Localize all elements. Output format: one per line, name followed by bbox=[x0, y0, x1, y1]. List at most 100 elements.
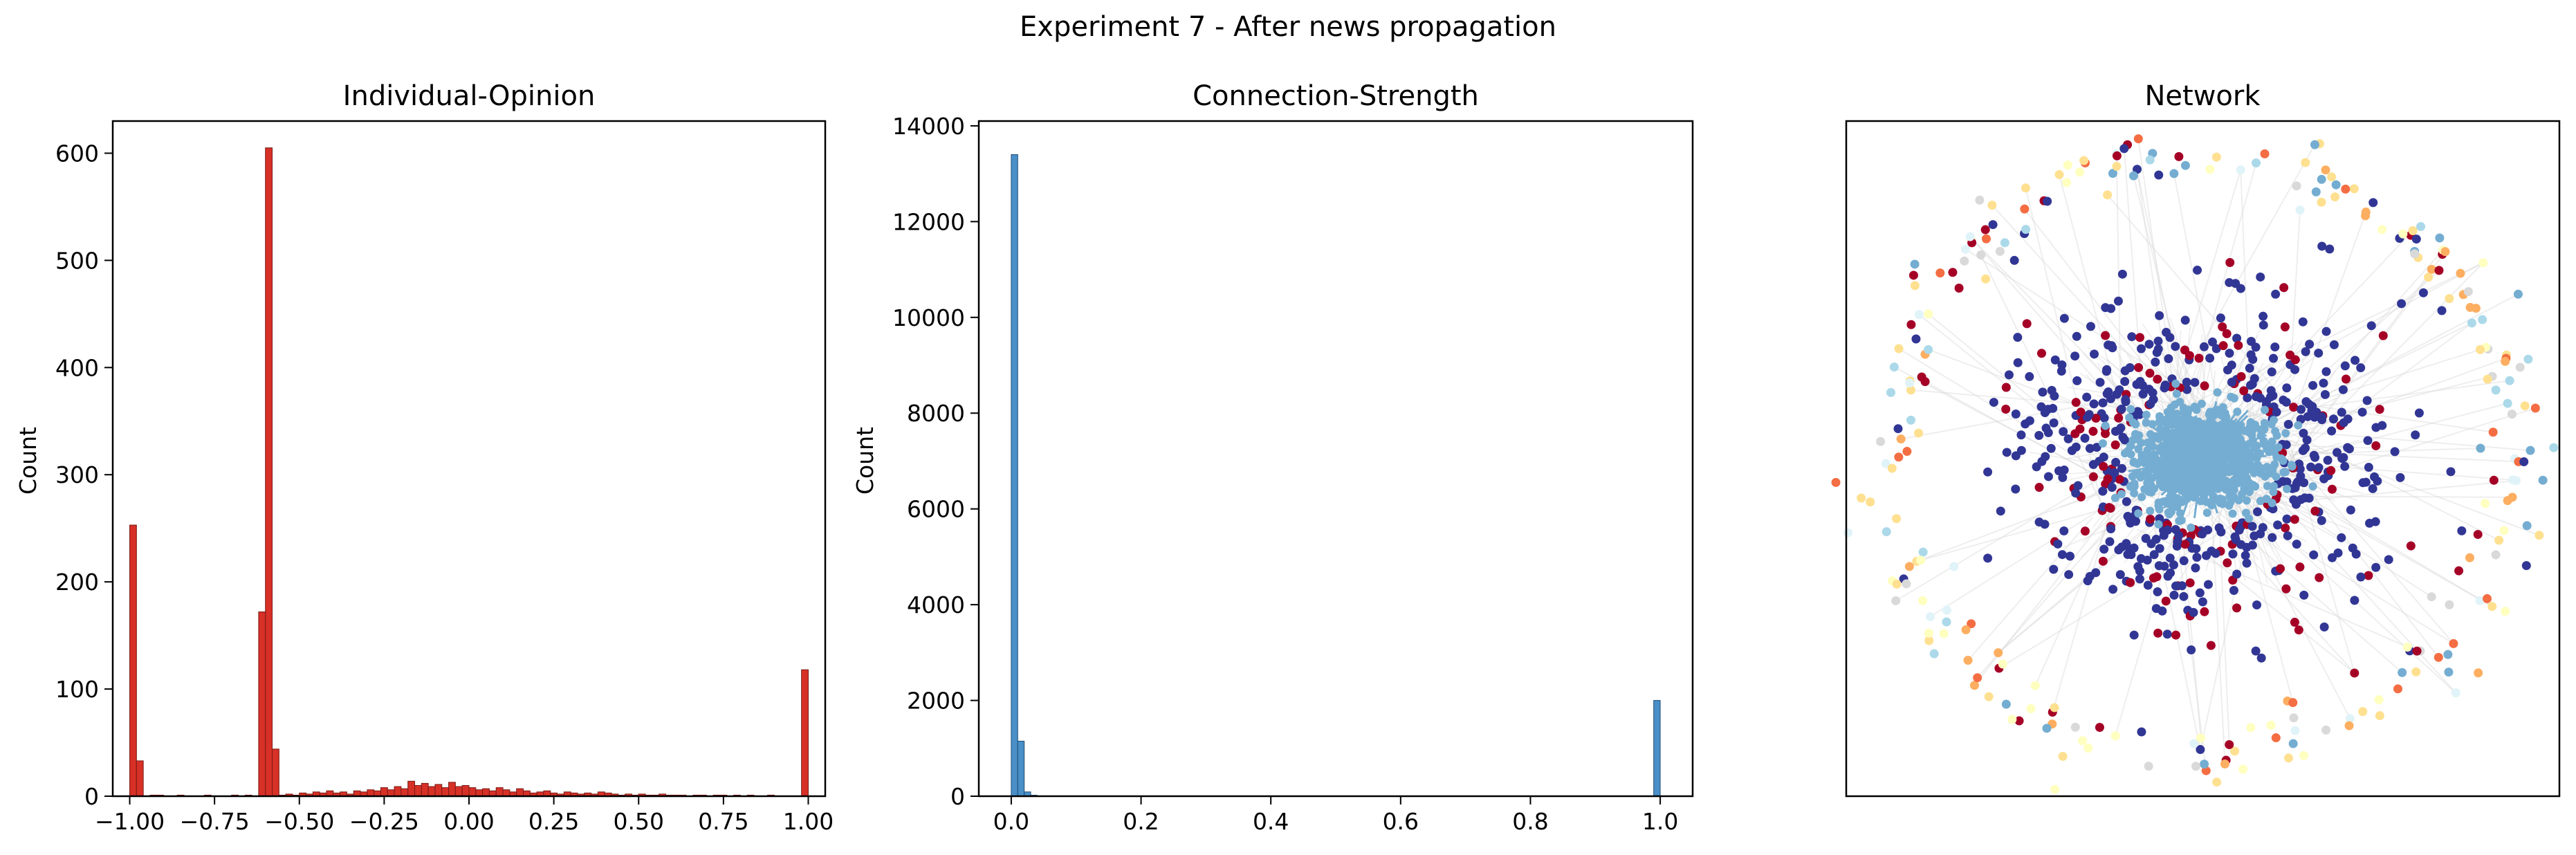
network-node bbox=[2144, 762, 2153, 771]
opinion-ytick-label: 600 bbox=[55, 140, 99, 167]
network-title: Network bbox=[2144, 80, 2261, 112]
network-node bbox=[1987, 201, 1997, 210]
network-node bbox=[2142, 410, 2151, 419]
network-node bbox=[2078, 736, 2088, 746]
network-node bbox=[2232, 569, 2242, 579]
network-node bbox=[2170, 466, 2179, 475]
network-node bbox=[2371, 562, 2381, 572]
network-node bbox=[2508, 475, 2518, 485]
network-node bbox=[2266, 386, 2276, 396]
network-node bbox=[2117, 269, 2127, 279]
connection-ytick-label: 12000 bbox=[892, 208, 965, 235]
network-node bbox=[2478, 258, 2488, 268]
network-node bbox=[2073, 481, 2083, 490]
network-node bbox=[2154, 434, 2163, 443]
network-node bbox=[2191, 563, 2200, 573]
network-node bbox=[2134, 509, 2143, 518]
connection-xtick-label: 0.8 bbox=[1512, 808, 1548, 835]
network-node bbox=[2299, 590, 2309, 600]
network-node bbox=[2198, 597, 2207, 607]
network-node bbox=[2371, 441, 2381, 450]
network-node bbox=[2049, 564, 2059, 574]
network-node bbox=[2001, 699, 2011, 709]
network-node bbox=[2043, 196, 2052, 206]
network-node bbox=[2228, 509, 2237, 518]
network-node bbox=[2299, 478, 2309, 488]
network-nodes bbox=[1831, 134, 2559, 794]
network-node bbox=[1908, 270, 1918, 280]
connection-xtick-label: 0.4 bbox=[1253, 808, 1289, 835]
network-node bbox=[1902, 579, 1911, 589]
network-node bbox=[2169, 169, 2179, 178]
network-edge bbox=[1916, 464, 2173, 562]
network-node bbox=[2412, 646, 2422, 656]
network-node bbox=[1906, 415, 1916, 425]
network-node bbox=[2134, 445, 2143, 454]
network-node bbox=[2202, 508, 2211, 517]
network-node bbox=[2290, 515, 2299, 524]
network-edge bbox=[2259, 419, 2454, 645]
network-node bbox=[2281, 584, 2291, 594]
network-node bbox=[2406, 541, 2416, 551]
network-node bbox=[2308, 402, 2317, 412]
network-node bbox=[2440, 247, 2450, 257]
opinion-bar bbox=[272, 748, 279, 797]
network-node bbox=[1831, 477, 1841, 487]
network-node bbox=[2225, 277, 2234, 287]
network-node bbox=[2155, 311, 2164, 320]
network-node bbox=[2021, 183, 2030, 193]
network-node bbox=[2272, 452, 2281, 461]
connection-ytick-label: 4000 bbox=[907, 591, 965, 618]
connection-bar bbox=[1653, 700, 1661, 797]
network-node bbox=[2298, 317, 2308, 327]
network-node bbox=[2216, 313, 2225, 323]
network-core-edge bbox=[2202, 437, 2258, 460]
network-node bbox=[2236, 165, 2245, 175]
opinion-bar bbox=[475, 789, 484, 797]
network-node bbox=[2144, 487, 2153, 496]
network-node bbox=[2443, 650, 2453, 659]
opinion-xtick-label: 0.50 bbox=[613, 808, 663, 835]
network-node bbox=[2341, 184, 2350, 194]
network-node bbox=[1976, 250, 1986, 260]
network-node bbox=[2122, 539, 2131, 549]
network-edge bbox=[2289, 210, 2301, 378]
network-node bbox=[2043, 472, 2053, 481]
opinion-bar bbox=[482, 788, 490, 797]
network-node bbox=[2289, 495, 2299, 505]
network-node bbox=[2042, 724, 2052, 733]
network-core-edge bbox=[2151, 425, 2203, 460]
network-node bbox=[2323, 455, 2333, 465]
opinion-histogram-ylabel: Count bbox=[15, 427, 42, 495]
network-node bbox=[1918, 596, 1928, 605]
opinion-xtick-label: 0.00 bbox=[443, 808, 494, 835]
network-node bbox=[2158, 444, 2166, 453]
network-node bbox=[2321, 367, 2331, 376]
network-node bbox=[1914, 428, 1924, 438]
network-node bbox=[2483, 374, 2492, 384]
network-node bbox=[2225, 501, 2234, 510]
network-node bbox=[1960, 256, 1969, 266]
network-node bbox=[2098, 486, 2108, 496]
network-node bbox=[2001, 404, 2011, 414]
network-node bbox=[1910, 259, 1920, 269]
network-node bbox=[2050, 355, 2060, 365]
network-node bbox=[2092, 443, 2101, 452]
opinion-ytick-label: 300 bbox=[55, 461, 99, 488]
network-node bbox=[2232, 603, 2242, 613]
network-node bbox=[2022, 319, 2032, 329]
network-node bbox=[2185, 578, 2195, 588]
network-node bbox=[2263, 481, 2272, 490]
network-node bbox=[1924, 636, 1934, 645]
network-edge bbox=[1900, 391, 2159, 440]
network-node bbox=[2218, 322, 2227, 331]
network-node bbox=[2162, 629, 2172, 639]
network-node bbox=[1911, 334, 1921, 344]
network-node bbox=[2230, 532, 2240, 542]
network-node bbox=[2329, 340, 2339, 349]
opinion-bar bbox=[265, 147, 273, 797]
network-node bbox=[2445, 600, 2454, 609]
network-node bbox=[2059, 313, 2069, 323]
network-node bbox=[2115, 475, 2124, 484]
network-node bbox=[2375, 711, 2384, 721]
